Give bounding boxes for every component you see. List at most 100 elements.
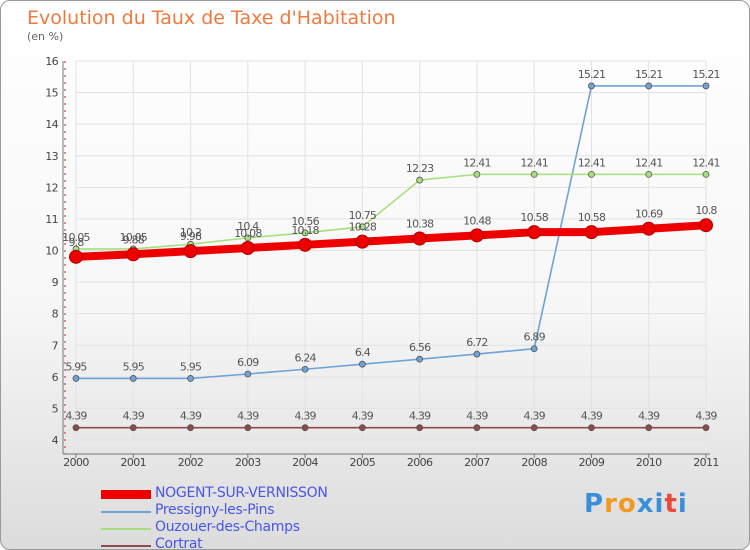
data-point — [358, 360, 366, 368]
legend-swatch — [101, 528, 151, 530]
data-point — [702, 170, 710, 178]
logo-letter: P — [584, 489, 605, 519]
data-label: 10.38 — [406, 217, 434, 230]
series-line — [75, 173, 707, 250]
y-tick-label: 6 — [52, 371, 59, 384]
data-point — [72, 424, 80, 432]
legend-swatch — [101, 490, 151, 499]
data-label: 12.41 — [578, 156, 606, 169]
data-label: 15.21 — [635, 68, 663, 81]
data-label: 12.41 — [520, 156, 548, 169]
data-label: 4.39 — [638, 410, 660, 423]
legend-swatch — [101, 545, 151, 547]
data-label: 4.39 — [294, 410, 316, 423]
logo-letter: r — [604, 489, 618, 519]
data-label: 10.8 — [695, 204, 717, 217]
data-label: 4.39 — [466, 410, 488, 423]
data-point — [473, 350, 481, 358]
data-point — [588, 82, 595, 90]
data-point — [129, 424, 137, 432]
data-point — [69, 249, 83, 264]
data-label: 10.4 — [237, 220, 259, 233]
x-tick-label: 2004 — [292, 456, 318, 469]
data-label: 4.39 — [409, 410, 431, 423]
legend-label: Cortrat — [155, 536, 203, 550]
data-label: 5.95 — [180, 360, 202, 373]
data-point — [301, 424, 309, 432]
y-tick-label: 8 — [52, 308, 59, 321]
x-tick-label: 2007 — [464, 456, 490, 469]
data-label: 4.39 — [237, 410, 259, 423]
x-tick-label: 2009 — [579, 456, 605, 469]
data-point — [702, 82, 710, 90]
x-tick-label: 2005 — [350, 456, 376, 469]
data-label: 10.75 — [349, 209, 377, 222]
data-point — [473, 424, 481, 432]
data-point — [358, 223, 366, 231]
data-label: 10.58 — [520, 211, 548, 224]
data-point — [187, 424, 194, 432]
data-point — [416, 424, 424, 432]
data-label: 9.88 — [123, 233, 145, 246]
data-label: 10.69 — [635, 208, 663, 221]
data-label: 6.24 — [294, 351, 316, 364]
data-point — [129, 375, 137, 382]
series-line — [75, 85, 707, 380]
chart-unit-label: (en %) — [27, 30, 64, 43]
data-label: 15.21 — [578, 68, 606, 81]
data-label: 5.95 — [65, 360, 87, 373]
y-tick-label: 10 — [45, 245, 58, 258]
data-label: 6.72 — [466, 336, 487, 349]
y-tick-label: 5 — [52, 402, 59, 415]
data-label: 9.98 — [180, 230, 202, 243]
data-label: 4.39 — [352, 410, 374, 423]
data-label: 10.18 — [291, 224, 319, 237]
y-tick-label: 15 — [45, 87, 58, 100]
data-point — [298, 237, 313, 252]
y-tick-label: 11 — [45, 213, 58, 226]
y-tick-label: 12 — [45, 181, 58, 194]
x-tick-label: 2003 — [235, 456, 261, 469]
data-point — [530, 170, 538, 178]
data-point — [244, 370, 252, 378]
y-tick-label: 13 — [45, 150, 58, 163]
data-label: 4.39 — [123, 410, 145, 423]
data-point — [301, 229, 309, 237]
y-tick-label: 16 — [45, 55, 58, 68]
x-tick-label: 2008 — [521, 456, 547, 469]
logo-letter: o — [617, 489, 637, 519]
data-label: 10.48 — [463, 214, 491, 227]
data-label: 6.56 — [409, 341, 431, 354]
data-point — [355, 234, 370, 249]
data-point — [702, 424, 710, 432]
data-label: 4.39 — [180, 410, 202, 423]
y-tick-label: 4 — [52, 434, 59, 447]
data-label: 4.39 — [581, 410, 603, 423]
data-point — [358, 424, 366, 432]
data-point — [187, 375, 194, 382]
data-point — [699, 218, 713, 233]
x-tick-label: 2001 — [120, 456, 146, 469]
chart-title: Evolution du Taux de Taxe d'Habitation — [27, 7, 396, 29]
data-point — [301, 365, 309, 373]
legend-swatch — [101, 511, 151, 513]
data-label: 15.21 — [692, 68, 720, 81]
data-point — [126, 247, 141, 262]
legend-label: NOGENT-SUR-VERNISSON — [155, 485, 328, 501]
data-point — [645, 170, 653, 178]
data-label: 10.28 — [349, 221, 377, 234]
data-point — [584, 225, 599, 240]
data-label: 6.89 — [524, 331, 546, 344]
data-point — [530, 424, 538, 432]
data-label: 4.39 — [65, 410, 87, 423]
data-label: 12.41 — [692, 156, 720, 169]
y-tick-label: 14 — [45, 118, 58, 131]
x-tick-label: 2006 — [407, 456, 433, 469]
x-tick-label: 2000 — [63, 456, 89, 469]
data-label: 10.05 — [62, 231, 90, 244]
data-point — [412, 231, 427, 246]
data-point — [641, 221, 656, 236]
data-label: 10.08 — [234, 227, 262, 240]
proxiti-logo: Proxiti — [584, 489, 688, 519]
data-point — [244, 424, 252, 432]
